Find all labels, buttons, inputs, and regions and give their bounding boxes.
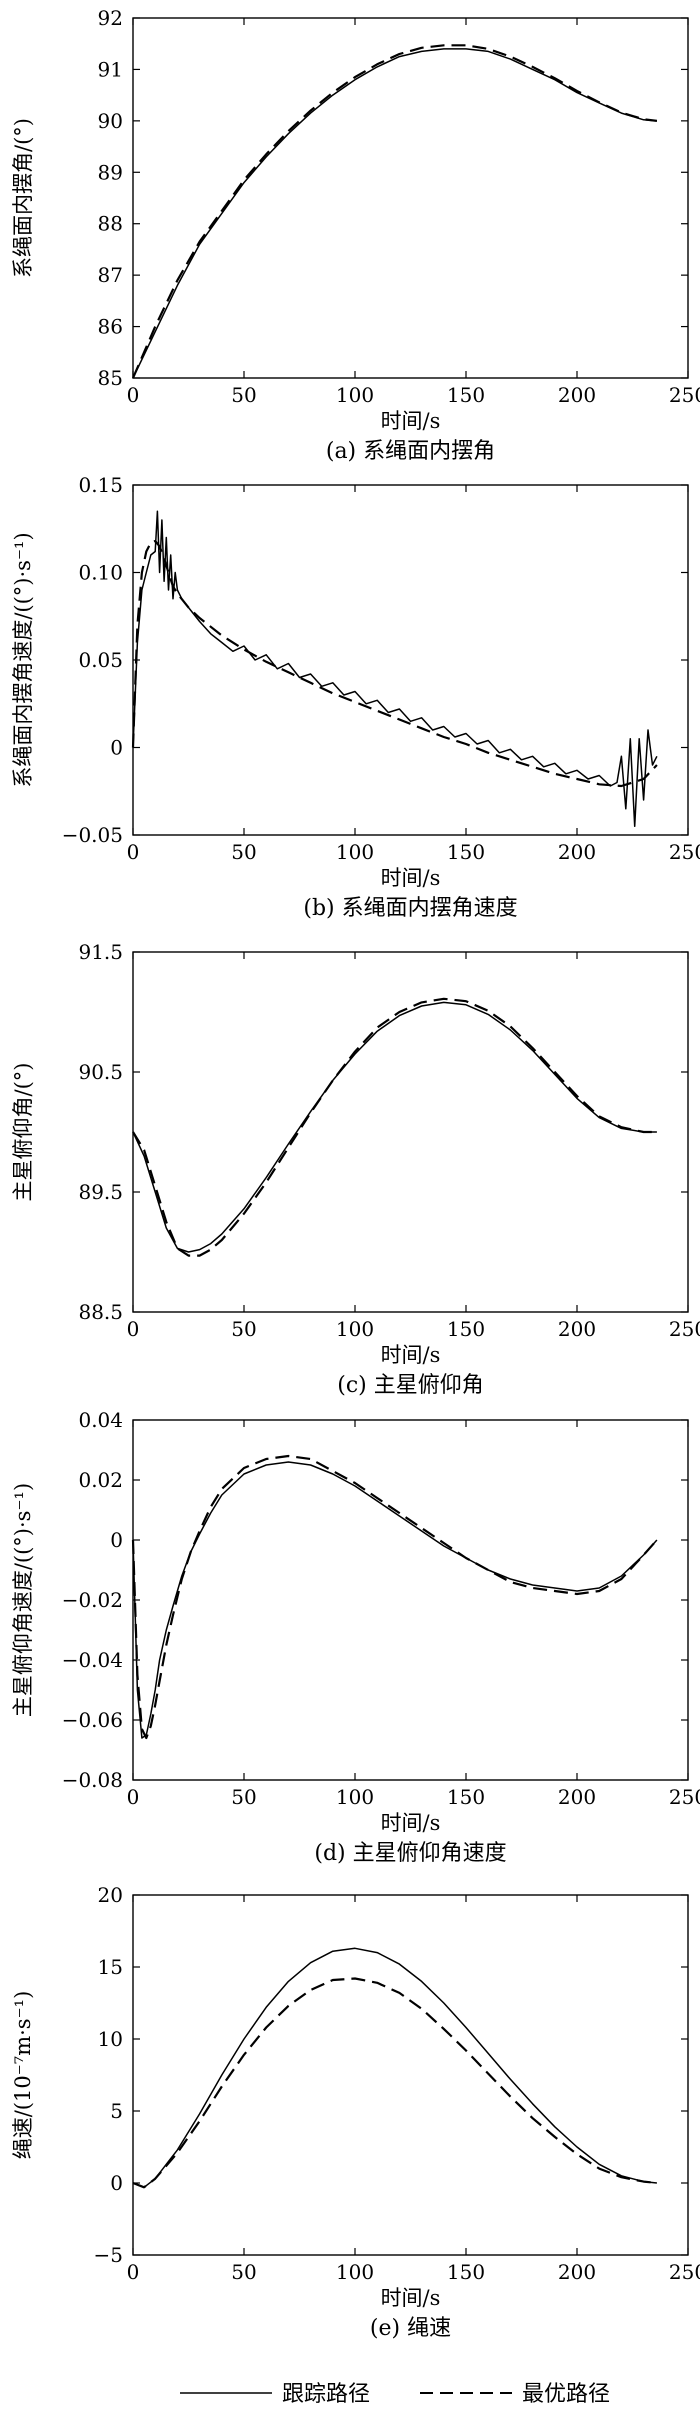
y-tick-label: 15 [98,1955,123,1979]
x-tick-label: 100 [336,1785,374,1809]
y-tick-label: 86 [98,315,123,339]
x-axis-title: 时间/s [381,866,441,890]
panel-d: 0 50 100 150 200 250 −0.08 −0.06 −0.04 −0.02 0 0.02… [11,1408,700,1866]
y-tick-label: 0.05 [78,648,123,672]
plot-frame [132,1419,689,1781]
legend: 跟踪路径 最优路径 [180,2382,610,2407]
series-line-solid [132,48,657,379]
x-axis-title: 时间/s [381,409,441,433]
legend-dashed-label: 最优路径 [522,2382,610,2407]
x-tick-label: 50 [231,2260,256,2284]
panel-a: 0 50 100 150 200 250 85 86 87 88 89 90 91 92 时间/s 系绳面内摆… [11,6,700,464]
x-axis-title: 时间/s [381,1343,441,1367]
x-tick-label: 150 [447,1785,485,1809]
y-tick-label: 90.5 [78,1060,123,1084]
plot-frame [132,951,689,1313]
y-tick-label: 90 [98,109,123,133]
y-tick-label: −0.08 [62,1768,123,1792]
x-tick-label: 100 [336,840,374,864]
y-tick-label: 88 [98,212,123,236]
y-tick-label: 87 [98,263,123,287]
series-line-solid [132,1461,658,1739]
y-tick-label: −0.06 [62,1708,123,1732]
x-tick-label: 0 [127,2260,140,2284]
series-line-dashed [131,1454,658,1740]
x-tick-label: 200 [558,1785,596,1809]
x-tick-label: 150 [447,840,485,864]
x-tick-label: 250 [669,840,700,864]
series-line-solid [132,1001,657,1253]
y-tick-label: 0 [110,1528,123,1552]
panel-c: 0 50 100 150 200 250 88.5 89.5 90.5 91.5 时间/s 主星俯仰角… [11,940,700,1398]
series-line-dashed [132,997,657,1257]
x-tick-label: 250 [669,1317,700,1341]
y-tick-label: 0 [110,736,123,760]
x-tick-label: 0 [127,840,140,864]
y-tick-label: 89.5 [78,1180,123,1204]
x-tick-label: 50 [231,840,256,864]
y-tick-label: −0.02 [62,1588,123,1612]
y-tick-label: 0.15 [78,473,123,497]
x-tick-label: 100 [336,2260,374,2284]
x-tick-label: 0 [127,1785,140,1809]
x-tick-label: 200 [558,2260,596,2284]
series-line-solid [132,510,658,828]
x-axis-title: 时间/s [381,2286,441,2310]
y-tick-label: 0 [110,2171,123,2195]
plot-frame [132,484,689,836]
y-tick-label: 88.5 [78,1300,123,1324]
series-line-dashed [131,539,658,788]
x-tick-label: 250 [669,2260,700,2284]
panel-e: 050100150200250−505101520时间/s绳速/(10⁻⁷m·s… [11,1883,700,2341]
y-tick-label: −0.04 [62,1648,123,1672]
x-tick-label: 150 [447,383,485,407]
y-tick-label: 91 [98,57,123,81]
y-tick-label: 85 [98,366,123,390]
x-tick-label: 50 [231,383,256,407]
y-axis-title: 系绳面内摆角速度/((°)·s⁻¹) [11,532,35,787]
x-axis-title: 时间/s [381,1811,441,1835]
x-tick-label: 0 [127,383,140,407]
legend-solid-label: 跟踪路径 [282,2382,370,2407]
y-tick-label: 91.5 [78,940,123,964]
panel-caption: (e) 绳速 [370,2316,451,2341]
y-tick-label: 10 [98,2027,123,2051]
x-tick-label: 200 [558,1317,596,1341]
x-tick-label: 200 [558,840,596,864]
x-tick-label: 250 [669,383,700,407]
y-tick-label: 20 [98,1883,123,1907]
x-tick-label: 100 [336,383,374,407]
series-line-dashed [131,44,658,379]
panel-caption: (c) 主星俯仰角 [337,1373,483,1398]
x-tick-label: 200 [558,383,596,407]
panel-b: 050100150200250−0.0500.050.100.15时间/s系绳面… [11,473,700,921]
y-tick-label: −0.05 [62,823,123,847]
x-tick-label: 150 [447,1317,485,1341]
y-tick-label: 0.10 [78,561,123,585]
plot-frame [132,17,689,379]
y-tick-label: 89 [98,160,123,184]
panel-caption: (b) 系绳面内摆角速度 [303,896,517,921]
x-tick-label: 50 [231,1785,256,1809]
x-tick-label: 0 [127,1317,140,1341]
series-line-dashed [132,1977,658,2189]
y-axis-title: 系绳面内摆角/(°) [11,118,35,278]
panel-caption: (d) 主星俯仰角速度 [314,1841,506,1866]
y-axis-title: 主星俯仰角速度/((°)·s⁻¹) [11,1483,35,1717]
y-tick-label: 0.04 [78,1408,123,1432]
y-tick-label: 5 [110,2099,123,2123]
y-tick-label: 92 [98,6,123,30]
x-tick-label: 50 [231,1317,256,1341]
y-axis-title: 绳速/(10⁻⁷m·s⁻¹) [11,1991,35,2160]
x-tick-label: 150 [447,2260,485,2284]
panel-caption: (a) 系绳面内摆角 [326,439,495,464]
series-line-solid [132,1947,657,2189]
plot-frame [132,1894,689,2256]
x-tick-label: 250 [669,1785,700,1809]
x-tick-label: 100 [336,1317,374,1341]
y-axis-title: 主星俯仰角/(°) [11,1063,35,1202]
y-tick-label: 0.02 [78,1468,123,1492]
y-tick-label: −5 [94,2243,123,2267]
